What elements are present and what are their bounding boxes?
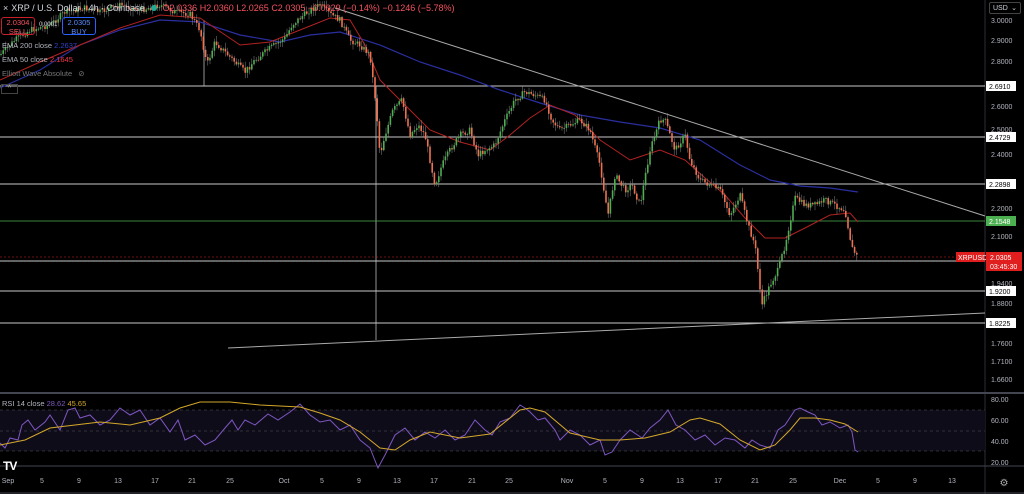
- svg-text:2.9000: 2.9000: [991, 38, 1013, 45]
- ema50-label: EMA 50 close: [2, 55, 48, 64]
- svg-text:21: 21: [751, 478, 759, 485]
- svg-text:25: 25: [226, 478, 234, 485]
- svg-text:2.2000: 2.2000: [991, 206, 1013, 213]
- svg-text:Dec: Dec: [834, 478, 847, 485]
- svg-text:Sep: Sep: [2, 478, 15, 485]
- rsi-value: 28.62: [46, 399, 66, 408]
- svg-text:XRPUSD: XRPUSD: [958, 255, 987, 262]
- svg-text:60.00: 60.00: [991, 418, 1009, 425]
- svg-text:13: 13: [676, 478, 684, 485]
- svg-text:2.1548: 2.1548: [989, 219, 1011, 226]
- sell-button[interactable]: 2.0304 SELL: [1, 17, 35, 35]
- collapse-legend-button[interactable]: ^: [1, 84, 18, 94]
- open-value: O2.0336: [162, 3, 198, 13]
- svg-text:2.2898: 2.2898: [989, 182, 1011, 189]
- svg-text:17: 17: [430, 478, 438, 485]
- svg-text:3.0000: 3.0000: [991, 18, 1013, 25]
- svg-text:20.00: 20.00: [991, 460, 1009, 467]
- svg-text:5: 5: [876, 478, 880, 485]
- svg-text:13: 13: [393, 478, 401, 485]
- low-value: L2.0265: [236, 3, 269, 13]
- svg-text:21: 21: [468, 478, 476, 485]
- tradingview-logo[interactable]: TV: [3, 459, 17, 473]
- currency-selector[interactable]: USD ⌄: [989, 2, 1021, 14]
- svg-text:5: 5: [40, 478, 44, 485]
- legend-ema50[interactable]: EMA 50 close 2.1645: [2, 55, 73, 64]
- symbol-title[interactable]: XRP / U.S. Dollar · 4h · Coinbase: [11, 3, 145, 13]
- svg-text:2.1000: 2.1000: [991, 234, 1013, 241]
- svg-text:1.8225: 1.8225: [989, 321, 1011, 328]
- settings-gear-icon[interactable]: ⚙: [999, 478, 1009, 489]
- rsi-legend[interactable]: RSI 14 close 28.62 45.65: [2, 399, 86, 408]
- rsi-ma-value: 45.65: [67, 399, 87, 408]
- legend-ema200[interactable]: EMA 200 close 2.2637: [2, 41, 77, 50]
- chevron-down-icon: ⌄: [1011, 5, 1017, 12]
- svg-text:5: 5: [320, 478, 324, 485]
- svg-text:2.6910: 2.6910: [989, 84, 1011, 91]
- sell-price: 2.0304: [6, 18, 30, 27]
- svg-text:25: 25: [505, 478, 513, 485]
- change-period-value: −0.1246 (−5.78%): [382, 3, 455, 13]
- ohlc-values: O2.0336 H2.0360 L2.0265 C2.0305 −0.0029 …: [163, 3, 455, 13]
- svg-text:9: 9: [913, 478, 917, 485]
- svg-text:03:45:30: 03:45:30: [990, 264, 1017, 271]
- elliott-label: Elliott Wave Absolute: [2, 69, 73, 78]
- svg-text:1.7600: 1.7600: [991, 341, 1013, 348]
- svg-text:25: 25: [789, 478, 797, 485]
- svg-text:2.8000: 2.8000: [991, 59, 1013, 66]
- svg-text:9: 9: [640, 478, 644, 485]
- svg-text:17: 17: [714, 478, 722, 485]
- svg-text:Nov: Nov: [561, 478, 574, 485]
- svg-text:Oct: Oct: [279, 478, 290, 485]
- close-icon[interactable]: ×: [3, 3, 9, 13]
- close-value: C2.0305: [271, 3, 306, 13]
- sell-label: SELL: [8, 26, 28, 36]
- high-value: H2.0360: [199, 3, 234, 13]
- legend-elliott-wave[interactable]: Elliott Wave Absolute ⊘: [2, 69, 85, 78]
- svg-text:2.6000: 2.6000: [991, 104, 1013, 111]
- chart-header: × XRP / U.S. Dollar · 4h · Coinbase O2.0…: [3, 3, 455, 13]
- ema200-label: EMA 200 close: [2, 41, 53, 50]
- svg-text:2.5000: 2.5000: [991, 127, 1013, 134]
- svg-text:5: 5: [603, 478, 607, 485]
- spread-value: 0.0001: [39, 22, 58, 28]
- svg-text:13: 13: [114, 478, 122, 485]
- svg-text:17: 17: [151, 478, 159, 485]
- svg-text:2.4000: 2.4000: [991, 152, 1013, 159]
- svg-text:2.0305: 2.0305: [990, 255, 1012, 262]
- svg-text:9: 9: [357, 478, 361, 485]
- rsi-label: RSI 14 close: [2, 399, 45, 408]
- buy-label: BUY: [71, 26, 87, 36]
- svg-text:9: 9: [77, 478, 81, 485]
- currency-label: USD: [993, 5, 1008, 12]
- svg-text:1.7100: 1.7100: [991, 359, 1013, 366]
- ema50-value: 2.1645: [49, 55, 73, 64]
- svg-text:40.00: 40.00: [991, 439, 1009, 446]
- buy-button[interactable]: 2.0305 BUY: [62, 17, 96, 35]
- svg-text:1.6600: 1.6600: [991, 377, 1013, 384]
- svg-text:80.00: 80.00: [991, 397, 1009, 404]
- svg-text:2.4729: 2.4729: [989, 135, 1011, 142]
- buy-price: 2.0305: [67, 18, 91, 27]
- market-status-icon: [150, 5, 157, 11]
- svg-text:1.8800: 1.8800: [991, 301, 1013, 308]
- svg-text:13: 13: [948, 478, 956, 485]
- hidden-eye-icon[interactable]: ⊘: [78, 69, 85, 78]
- svg-text:1.9400: 1.9400: [991, 281, 1013, 288]
- change-value: −0.0029 (−0.14%): [307, 3, 380, 13]
- svg-text:1.9200: 1.9200: [989, 289, 1011, 296]
- svg-text:21: 21: [188, 478, 196, 485]
- ema200-value: 2.2637: [54, 41, 78, 50]
